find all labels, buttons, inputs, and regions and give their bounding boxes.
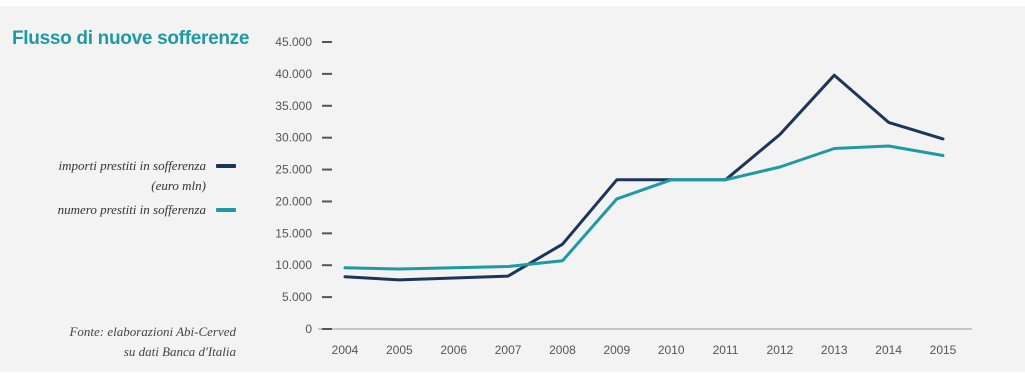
x-tick-label: 2008 xyxy=(549,343,576,357)
chart-title: Flusso di nuove sofferenze xyxy=(12,28,250,49)
y-tick-label: 30.000 xyxy=(275,131,312,145)
x-tick-label: 2007 xyxy=(495,343,522,357)
y-tick-label: 25.000 xyxy=(275,163,312,177)
x-tick-label: 2015 xyxy=(930,343,957,357)
x-tick-label: 2010 xyxy=(658,343,685,357)
legend-series1-label-line1: importi prestiti in sofferenza xyxy=(58,158,206,173)
legend-series1-label-line2: (euro mln) xyxy=(151,178,206,193)
x-tick-label: 2009 xyxy=(603,343,630,357)
x-tick-label: 2013 xyxy=(821,343,848,357)
x-tick-label: 2004 xyxy=(332,343,359,357)
legend-series1-swatch xyxy=(216,164,236,168)
y-tick-label: 10.000 xyxy=(275,258,312,272)
x-tick-label: 2014 xyxy=(875,343,902,357)
legend-series2-label: numero prestiti in sofferenza xyxy=(57,202,206,217)
series-line-1 xyxy=(343,73,945,282)
legend-series2-swatch xyxy=(216,208,236,212)
x-tick-label: 2005 xyxy=(386,343,413,357)
x-tick-label: 2012 xyxy=(767,343,794,357)
x-tick-label: 2006 xyxy=(440,343,467,357)
source-line2: su dati Banca d'Italia xyxy=(123,344,236,359)
series-line-2 xyxy=(343,144,945,271)
legend: importi prestiti in sofferenza (euro mln… xyxy=(0,156,240,226)
chart-panel xyxy=(0,6,1025,372)
y-tick-label: 35.000 xyxy=(275,99,312,113)
y-tick-label: 0 xyxy=(305,322,312,336)
y-tick-label: 20.000 xyxy=(275,194,312,208)
source-line1: Fonte: elaborazioni Abi-Cerved xyxy=(69,324,236,339)
y-tick-label: 15.000 xyxy=(275,226,312,240)
y-tick-label: 45.000 xyxy=(275,35,312,49)
y-tick-label: 5.000 xyxy=(282,290,312,304)
x-tick-label: 2011 xyxy=(713,343,739,357)
y-tick-label: 40.000 xyxy=(275,67,312,81)
